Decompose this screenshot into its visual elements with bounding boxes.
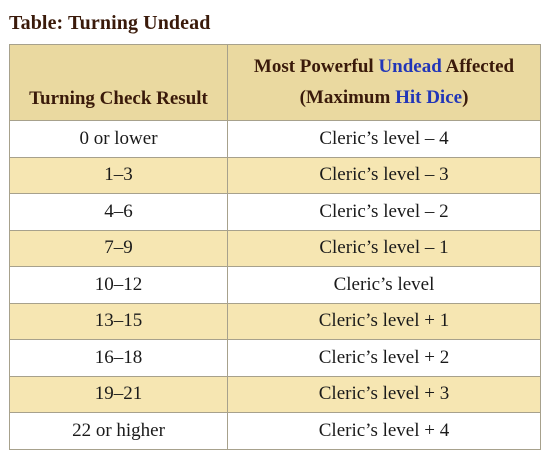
affected-cell: Cleric’s level – 2 (227, 193, 541, 231)
affected-cell: Cleric’s level + 3 (227, 375, 541, 413)
turning-check-cell: 4–6 (9, 193, 228, 231)
turning-check-cell: 7–9 (9, 229, 228, 267)
affected-cell: Cleric’s level (227, 266, 541, 304)
header-text: Most Powerful (253, 55, 379, 77)
header-most-powerful-undead: Most Powerful Undead Affected (Maximum H… (227, 44, 541, 121)
table-caption: Table: Turning Undead (9, 12, 211, 34)
turning-check-cell: 0 or lower (9, 120, 228, 158)
turning-check-cell: 1–3 (9, 156, 228, 194)
header-text: ) (462, 86, 469, 108)
turning-check-cell: 16–18 (9, 339, 228, 377)
affected-cell: Cleric’s level – 4 (227, 120, 541, 158)
hit-dice-link[interactable]: Hit Dice (395, 86, 463, 108)
header-row: Turning Check Result Most Powerful Undea… (9, 44, 541, 121)
turning-check-cell: 10–12 (9, 266, 228, 304)
table-row: 10–12 Cleric’s level (9, 266, 541, 304)
turning-check-cell: 19–21 (9, 375, 228, 413)
table-row: 7–9 Cleric’s level – 1 (9, 229, 541, 267)
table-row: 19–21 Cleric’s level + 3 (9, 375, 541, 413)
affected-cell: Cleric’s level + 1 (227, 302, 541, 340)
turning-check-cell: 22 or higher (9, 412, 228, 450)
affected-cell: Cleric’s level – 1 (227, 229, 541, 267)
header-text: Affected (441, 55, 515, 77)
table-row: 4–6 Cleric’s level – 2 (9, 193, 541, 231)
undead-link[interactable]: Undead (378, 55, 442, 77)
table-row: 16–18 Cleric’s level + 2 (9, 339, 541, 377)
turning-check-cell: 13–15 (9, 302, 228, 340)
header-turning-check-result: Turning Check Result (9, 44, 228, 121)
affected-cell: Cleric’s level + 2 (227, 339, 541, 377)
affected-cell: Cleric’s level + 4 (227, 412, 541, 450)
table-row: 1–3 Cleric’s level – 3 (9, 156, 541, 194)
table-row: 22 or higher Cleric’s level + 4 (9, 412, 541, 450)
table-row: 13–15 Cleric’s level + 1 (9, 302, 541, 340)
header-text: (Maximum (299, 86, 396, 108)
table-row: 0 or lower Cleric’s level – 4 (9, 120, 541, 158)
affected-cell: Cleric’s level – 3 (227, 156, 541, 194)
turning-undead-table: Turning Check Result Most Powerful Undea… (9, 44, 541, 450)
